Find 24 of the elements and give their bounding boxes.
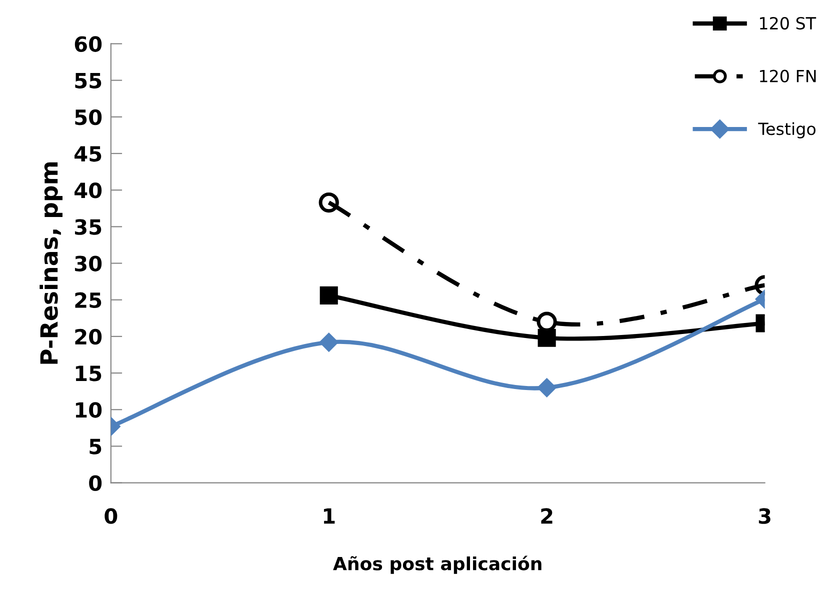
y-tick-label: 5 (90, 438, 102, 454)
legend-label: 120 ST (760, 16, 816, 30)
x-tick-label: 1 (324, 508, 335, 524)
point (318, 192, 339, 213)
y-tick-label: 0 (89, 475, 102, 492)
y-axis-title: P-Resinas, ppm (40, 162, 62, 364)
legend-label: 120 FN (760, 70, 816, 82)
y-tick-label: 40 (74, 182, 102, 198)
y-tick-label: 60 (74, 36, 102, 52)
y-tick-label: 35 (74, 219, 102, 235)
x-tick-label: 2 (541, 508, 552, 524)
y-tick-label: 30 (74, 256, 102, 272)
y-tick-label: 45 (74, 146, 102, 162)
x-axis-title: Años post aplicación (333, 556, 542, 574)
y-tick-label: 20 (75, 328, 102, 345)
y-tick-label: 50 (75, 109, 102, 126)
y-tick-label: 25 (75, 292, 102, 308)
legend-label: Testigo (758, 122, 816, 138)
y-tick-label: 10 (76, 402, 102, 418)
x-tick-label: 0 (104, 508, 118, 524)
x-tick-label: 3 (758, 508, 770, 524)
y-tick-label: 55 (75, 73, 102, 89)
point (320, 286, 338, 304)
y-tick-label: 15 (76, 366, 102, 382)
